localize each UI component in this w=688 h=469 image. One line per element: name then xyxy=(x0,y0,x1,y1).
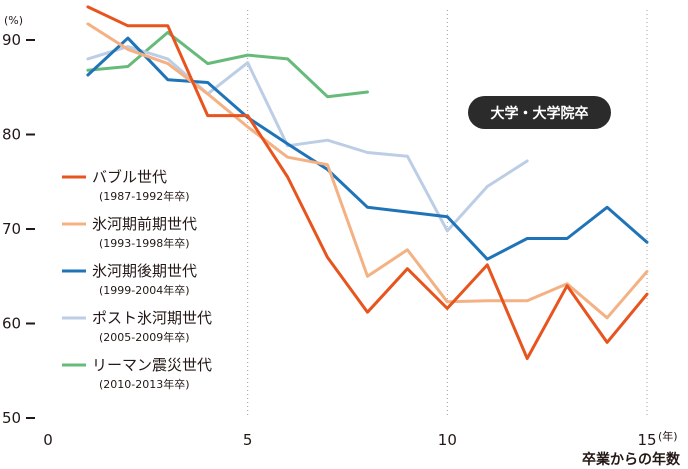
series-line xyxy=(86,36,649,261)
y-tick-label: 90 xyxy=(2,31,21,49)
x-axis-label: 卒業からの年数 xyxy=(582,451,681,468)
legend-series-years: (1993-1998年卒) xyxy=(99,236,190,250)
annotation-text: 大学・大学院卒 xyxy=(491,105,589,122)
legend-series-name: リーマン震災世代 xyxy=(92,356,212,374)
legend-series-name: ポスト氷河期世代 xyxy=(92,309,212,327)
legend: バブル世代 (1987-1992年卒) 氷河期前期世代 (1993-1998年卒) 氷河… xyxy=(62,168,212,391)
series-line xyxy=(86,45,529,233)
y-tick-label: 80 xyxy=(2,126,21,144)
x-axis-unit: (年) xyxy=(658,429,678,443)
y-tick-label: 50 xyxy=(2,409,21,427)
legend-series-years: (2005-2009年卒) xyxy=(99,330,190,344)
legend-series-name: バブル世代 xyxy=(92,168,167,186)
y-axis: 0 5 10 15 50 60 70 80 90 xyxy=(2,31,657,449)
grid xyxy=(247,10,648,418)
legend-series-years: (2010-2013年卒) xyxy=(99,377,190,391)
x-tick-label: 5 xyxy=(243,431,253,449)
series-line xyxy=(86,30,369,99)
x-tick-label: 10 xyxy=(438,431,457,449)
series-line xyxy=(86,22,649,320)
legend-series-years: (1999-2004年卒) xyxy=(99,283,190,297)
annotation-badge: 大学・大学院卒 xyxy=(468,96,611,129)
legend-series-name: 氷河期後期世代 xyxy=(92,262,197,280)
y-tick-label: 70 xyxy=(2,220,21,238)
x-tick-label: 0 xyxy=(43,431,53,449)
y-axis-unit: (%) xyxy=(4,14,23,27)
series-line xyxy=(86,5,649,360)
y-tick-label: 60 xyxy=(2,315,21,333)
x-tick-label: 15 xyxy=(637,431,656,449)
legend-series-name: 氷河期前期世代 xyxy=(92,215,197,233)
plot-area xyxy=(86,5,649,360)
annotation-badge-background xyxy=(468,96,611,129)
legend-series-years: (1987-1992年卒) xyxy=(99,189,190,203)
